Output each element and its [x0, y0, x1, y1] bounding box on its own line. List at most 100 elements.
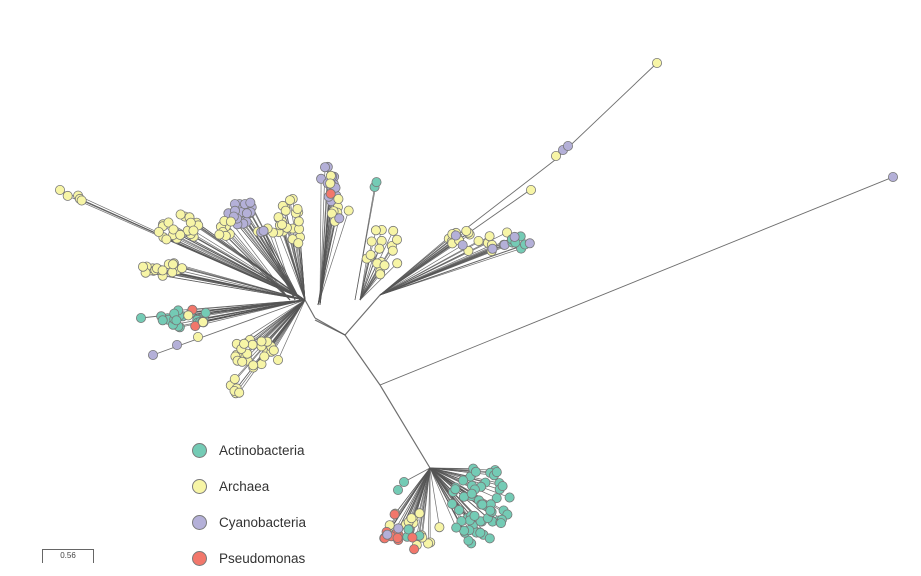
leaf-node-archaea — [388, 246, 397, 255]
leaf-node-archaea — [238, 357, 247, 366]
leaf-node-archaea — [344, 206, 353, 215]
leaf-node-cyanobacteria — [320, 163, 329, 172]
leaf-node-cyanobacteria — [510, 232, 519, 241]
legend: Actinobacteria Archaea Cyanobacteria Pse… — [192, 432, 306, 576]
leaf-node-archaea — [257, 337, 266, 346]
leaf-node-archaea — [260, 352, 269, 361]
leaf-node-pseudomonas — [408, 533, 417, 542]
leaf-node-actinobacteria — [467, 489, 476, 498]
legend-swatch-pseudomonas — [192, 551, 207, 566]
legend-label: Cyanobacteria — [219, 515, 306, 530]
leaf-node-archaea — [154, 227, 163, 236]
leaf-node-cyanobacteria — [525, 239, 534, 248]
leaf-node-archaea — [462, 226, 471, 235]
leaf-node-cyanobacteria — [488, 244, 497, 253]
leaf-node-cyanobacteria — [335, 214, 344, 223]
leaf-node-archaea — [334, 194, 343, 203]
leaf-node-actinobacteria — [136, 313, 145, 322]
leaf-node-archaea — [162, 235, 171, 244]
leaf-node-actinobacteria — [496, 519, 505, 528]
backbone-branch — [305, 300, 315, 318]
leaf-node-actinobacteria — [201, 308, 210, 317]
leaf-node-actinobacteria — [393, 485, 402, 494]
leaf-node-archaea — [176, 210, 185, 219]
leaf-node-cyanobacteria — [242, 209, 251, 218]
legend-item-archaea: Archaea — [192, 468, 306, 504]
legend-label: Archaea — [219, 479, 269, 494]
leaf-node-actinobacteria — [478, 500, 487, 509]
leaf-node-archaea — [375, 244, 384, 253]
leaf-node-actinobacteria — [505, 493, 514, 502]
leaf-node-archaea — [230, 374, 239, 383]
leaf-node-archaea — [281, 206, 290, 215]
backbone-branch — [345, 295, 380, 335]
leaf-node-archaea — [235, 388, 244, 397]
leaf-node-archaea — [177, 264, 186, 273]
leaf-node-archaea — [248, 340, 257, 349]
leaf-node-archaea — [273, 355, 282, 364]
leaf-node-archaea — [138, 262, 147, 271]
leaf-node-actinobacteria — [399, 477, 408, 486]
scale-bar-label: 0.56 — [43, 551, 93, 560]
leaf-node-archaea — [193, 332, 202, 341]
leaf-node-cyanobacteria — [246, 198, 255, 207]
leaf-node-actinobacteria — [172, 316, 181, 325]
leaf-node-archaea — [367, 237, 376, 246]
leaf-node-archaea — [376, 270, 385, 279]
leaf-node-actinobacteria — [471, 467, 480, 476]
leaf-node-archaea — [294, 239, 303, 248]
long-branch — [380, 177, 893, 385]
leaf-node-cyanobacteria — [563, 141, 572, 150]
leaf-node-archaea — [474, 236, 483, 245]
leaf-node-archaea — [380, 261, 389, 270]
leaf-node-archaea — [277, 220, 286, 229]
leaf-node-archaea — [371, 226, 380, 235]
backbone-branch — [380, 385, 430, 468]
legend-item-actinobacteria: Actinobacteria — [192, 432, 306, 468]
leaf-node-cyanobacteria — [458, 241, 467, 250]
leaf-node-archaea — [415, 509, 424, 518]
leaf-node-archaea — [198, 318, 207, 327]
leaf-node-actinobacteria — [498, 482, 507, 491]
leaf-node-pseudomonas — [410, 545, 419, 554]
leaf-node-cyanobacteria — [172, 340, 181, 349]
leaf-node-archaea — [226, 217, 235, 226]
leaf-node-archaea — [285, 196, 294, 205]
leaf-node-actinobacteria — [492, 468, 501, 477]
legend-swatch-actinobacteria — [192, 443, 207, 458]
leaf-node-archaea — [526, 185, 535, 194]
leaf-node-actinobacteria — [470, 511, 479, 520]
leaf-node-cyanobacteria — [451, 231, 460, 240]
leaf-node-archaea — [184, 311, 193, 320]
leaf-node-pseudomonas — [390, 510, 399, 519]
leaf-node-actinobacteria — [485, 534, 494, 543]
legend-item-cyanobacteria: Cyanobacteria — [192, 504, 306, 540]
leaf-node-archaea — [407, 514, 416, 523]
leaf-node-archaea — [326, 179, 335, 188]
leaf-node-archaea — [77, 196, 86, 205]
leaf-node-archaea — [389, 226, 398, 235]
leaf-node-archaea — [393, 259, 402, 268]
leaf-node-actinobacteria — [455, 506, 464, 515]
leaf-node-actinobacteria — [158, 316, 167, 325]
leaf-node-cyanobacteria — [259, 226, 268, 235]
leaf-node-actinobacteria — [459, 476, 468, 485]
leaf-node-archaea — [652, 58, 661, 67]
leaf-node-archaea — [392, 235, 401, 244]
leaf-node-archaea — [551, 151, 560, 160]
leaf-node-archaea — [63, 191, 72, 200]
leaf-node-cyanobacteria — [888, 172, 897, 181]
legend-swatch-archaea — [192, 479, 207, 494]
leaf-node-archaea — [176, 230, 185, 239]
leaf-node-archaea — [269, 346, 278, 355]
leaf-node-archaea — [485, 232, 494, 241]
leaf-node-pseudomonas — [393, 533, 402, 542]
legend-label: Actinobacteria — [219, 443, 305, 458]
leaf-node-archaea — [366, 250, 375, 259]
leaf-node-actinobacteria — [452, 523, 461, 532]
leaf-node-archaea — [293, 204, 302, 213]
leaf-node-archaea — [168, 260, 177, 269]
leaf-node-archaea — [158, 266, 167, 275]
backbone-branch — [345, 335, 380, 385]
